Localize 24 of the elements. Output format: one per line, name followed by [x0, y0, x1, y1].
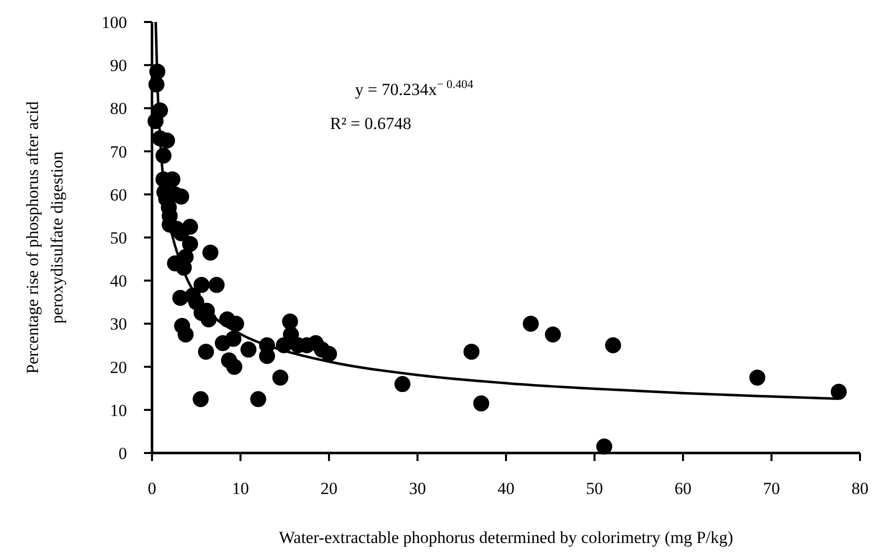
x-tick-label: 0	[148, 479, 156, 498]
x-tick-label: 10	[232, 479, 249, 498]
annotation: R² = 0.6748	[330, 114, 412, 133]
x-tick-label: 70	[763, 479, 780, 498]
y-tick-label: 70	[110, 142, 127, 162]
y-tick-label: 90	[110, 56, 127, 76]
y-tick-label: 30	[110, 314, 127, 334]
y-tick-label: 0	[118, 444, 127, 463]
x-axis-title: Water-extractable phophorus determined by colorimetry (mg P/kg)	[278, 528, 734, 547]
x-tick-label: 80	[852, 479, 868, 498]
annotation: y = 70.234x$^{− 0.404}$	[355, 77, 474, 99]
y-tick-label: 20	[110, 358, 127, 377]
x-tick-label: 40	[498, 479, 514, 498]
y-tick-label: 100	[102, 12, 127, 32]
y-tick-label: 60	[110, 185, 127, 204]
y-tick-label: 40	[110, 272, 127, 291]
y-tick-label: 80	[110, 99, 127, 118]
x-tick-label: 30	[409, 479, 426, 498]
x-tick-label: 20	[320, 479, 338, 498]
x-tick-label: 60	[674, 479, 692, 498]
x-tick-label: 50	[586, 479, 603, 498]
y-tick-label: 50	[110, 228, 127, 248]
y-tick-label: 10	[110, 400, 127, 420]
y-axis-title: Percentage rise of phosphorus after acid peroxydisulfate digestion	[23, 100, 67, 374]
